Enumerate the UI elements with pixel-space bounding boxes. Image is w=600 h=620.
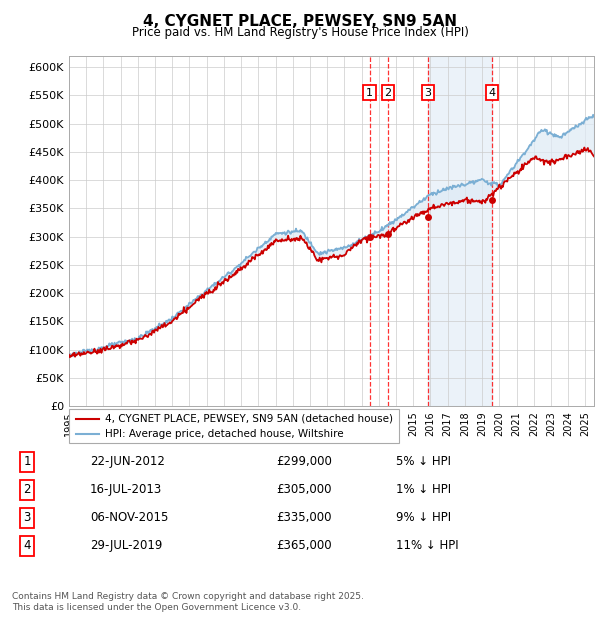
- Text: 29-JUL-2019: 29-JUL-2019: [90, 539, 163, 552]
- Text: 5% ↓ HPI: 5% ↓ HPI: [396, 456, 451, 468]
- Text: £335,000: £335,000: [276, 512, 331, 524]
- Text: 3: 3: [23, 512, 31, 524]
- Text: 1: 1: [366, 87, 373, 97]
- Text: 22-JUN-2012: 22-JUN-2012: [90, 456, 165, 468]
- Text: 1: 1: [23, 456, 31, 468]
- Text: 2: 2: [23, 484, 31, 496]
- Text: 3: 3: [424, 87, 431, 97]
- Text: Price paid vs. HM Land Registry's House Price Index (HPI): Price paid vs. HM Land Registry's House …: [131, 26, 469, 38]
- Text: £365,000: £365,000: [276, 539, 332, 552]
- Text: £305,000: £305,000: [276, 484, 331, 496]
- Text: 06-NOV-2015: 06-NOV-2015: [90, 512, 169, 524]
- Text: HPI: Average price, detached house, Wiltshire: HPI: Average price, detached house, Wilt…: [106, 429, 344, 439]
- Text: Contains HM Land Registry data © Crown copyright and database right 2025.: Contains HM Land Registry data © Crown c…: [12, 592, 364, 601]
- Text: £299,000: £299,000: [276, 456, 332, 468]
- Text: 2: 2: [385, 87, 392, 97]
- Text: 16-JUL-2013: 16-JUL-2013: [90, 484, 162, 496]
- Bar: [428, 56, 492, 406]
- Text: 4, CYGNET PLACE, PEWSEY, SN9 5AN: 4, CYGNET PLACE, PEWSEY, SN9 5AN: [143, 14, 457, 29]
- Text: This data is licensed under the Open Government Licence v3.0.: This data is licensed under the Open Gov…: [12, 603, 301, 612]
- Text: 4, CYGNET PLACE, PEWSEY, SN9 5AN (detached house): 4, CYGNET PLACE, PEWSEY, SN9 5AN (detach…: [106, 414, 394, 423]
- Text: 9% ↓ HPI: 9% ↓ HPI: [396, 512, 451, 524]
- Text: 1% ↓ HPI: 1% ↓ HPI: [396, 484, 451, 496]
- Text: 4: 4: [488, 87, 496, 97]
- Text: 11% ↓ HPI: 11% ↓ HPI: [396, 539, 458, 552]
- Text: 4: 4: [23, 539, 31, 552]
